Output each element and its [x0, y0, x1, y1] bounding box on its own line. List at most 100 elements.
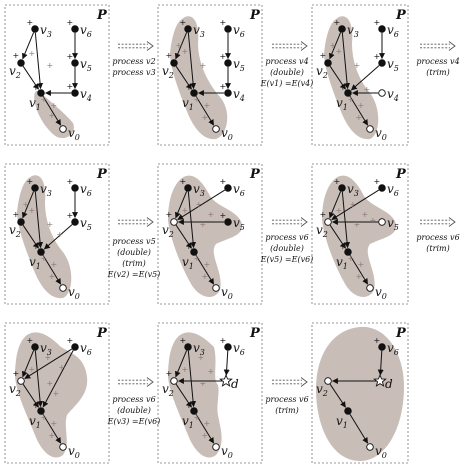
label-v6: v6: [387, 23, 399, 39]
plus-sign-grey: +: [182, 365, 189, 374]
plus-sign-grey: +: [182, 206, 189, 215]
node-v2: [17, 377, 25, 385]
label-v0: v0: [375, 126, 387, 142]
edge-v1-v0: [195, 95, 215, 126]
plus-sign-grey: +: [358, 260, 365, 269]
node-v0: [212, 284, 220, 292]
step-line: (double): [270, 68, 304, 77]
plus-sign: +: [27, 18, 34, 27]
step-line: process v4: [265, 57, 308, 66]
label-v5: v5: [80, 57, 92, 73]
plus-sign: +: [186, 242, 193, 251]
label-d: d: [231, 377, 239, 391]
step-line: (trim): [426, 68, 449, 77]
edge-v6-v2: [177, 189, 226, 221]
edge-v5-v1: [43, 224, 73, 250]
edge-v2-v1: [22, 383, 39, 408]
plus-sign-grey: +: [204, 101, 211, 110]
edge-v2-v1: [175, 65, 192, 90]
node-v0: [212, 125, 220, 133]
plus-sign-grey: +: [41, 95, 48, 104]
step-line: process v5: [112, 237, 155, 246]
edge-v2-v1: [175, 383, 192, 408]
panel-p-label: P: [395, 8, 407, 23]
panel-border: [4, 163, 110, 305]
node-v3: [184, 343, 192, 351]
edge-v3-v2: [328, 191, 342, 219]
label-v1: v1: [29, 414, 41, 430]
label-v3: v3: [193, 23, 205, 39]
edge-v2-v1: [329, 65, 346, 90]
label-v2: v2: [162, 382, 174, 398]
plus-sign: +: [180, 177, 187, 186]
step-line: (trim): [275, 406, 298, 415]
plus-sign-grey: +: [29, 49, 36, 58]
step-arrow: [420, 217, 456, 227]
label-v5: v5: [387, 216, 399, 232]
node-v4: [378, 89, 386, 97]
plus-sign-grey: +: [47, 220, 54, 229]
plus-sign: +: [220, 18, 227, 27]
node-v2: [170, 377, 178, 385]
step-line: (double): [270, 244, 304, 253]
edge-v3-v1: [341, 191, 351, 249]
plus-sign-grey: +: [370, 216, 377, 225]
panel-border: [157, 4, 263, 146]
step-arrow: [272, 41, 308, 51]
plus-sign-grey: +: [194, 95, 201, 104]
label-v1: v1: [336, 96, 348, 112]
plus-sign: +: [33, 401, 40, 410]
node-v6: [224, 25, 232, 33]
node-v5: [71, 59, 79, 67]
node-v1: [37, 89, 45, 97]
plus-sign: +: [67, 211, 74, 220]
plus-sign: +: [67, 18, 74, 27]
panel-p-label: P: [395, 167, 407, 182]
panel-border: [4, 322, 110, 464]
node-v6: [71, 25, 79, 33]
step-2: process v4 (double) E(v1) =E(v4): [260, 41, 314, 88]
node-v0: [59, 284, 67, 292]
plus-sign-grey: +: [208, 210, 215, 219]
label-v1: v1: [182, 96, 194, 112]
plus-sign-grey: +: [202, 431, 209, 440]
node-v2: [170, 218, 178, 226]
node-v1: [344, 248, 352, 256]
label-v5: v5: [80, 216, 92, 232]
node-v3: [338, 184, 346, 192]
shaded-region: [170, 16, 228, 140]
edge-v3-v2: [21, 32, 35, 60]
edge-v1-v0: [195, 413, 215, 444]
label-v1: v1: [182, 255, 194, 271]
label-v1: v1: [336, 255, 348, 271]
plus-sign-grey: +: [57, 230, 64, 239]
plus-sign-grey: +: [59, 363, 66, 372]
node-v3: [184, 25, 192, 33]
shaded-region: [17, 175, 72, 299]
edge-v3-v1: [187, 350, 197, 408]
step-line: E(v1) =E(v4): [260, 79, 314, 88]
panel-border: [4, 4, 110, 146]
plus-sign: +: [186, 83, 193, 92]
panel-border: [157, 163, 263, 305]
node-v3: [31, 184, 39, 192]
plus-sign-grey: +: [41, 254, 48, 263]
plus-sign-grey: +: [47, 61, 54, 70]
panel-border: [311, 322, 409, 464]
edge-v3-v1: [341, 32, 351, 90]
step-1: process v2 process v3: [112, 41, 156, 77]
node-v2: [170, 59, 178, 67]
panel-9: P + v6 v2 v1 v0 d: [311, 322, 409, 464]
plus-sign-grey: +: [196, 200, 203, 209]
label-d: d: [385, 377, 393, 391]
plus-sign-grey: +: [204, 419, 211, 428]
label-v3: v3: [193, 341, 205, 357]
label-v2: v2: [9, 64, 21, 80]
plus-sign-grey: +: [198, 353, 205, 362]
label-v5: v5: [387, 57, 399, 73]
plus-sign: +: [67, 52, 74, 61]
label-v2: v2: [9, 382, 21, 398]
step-line: process v6: [416, 233, 459, 242]
